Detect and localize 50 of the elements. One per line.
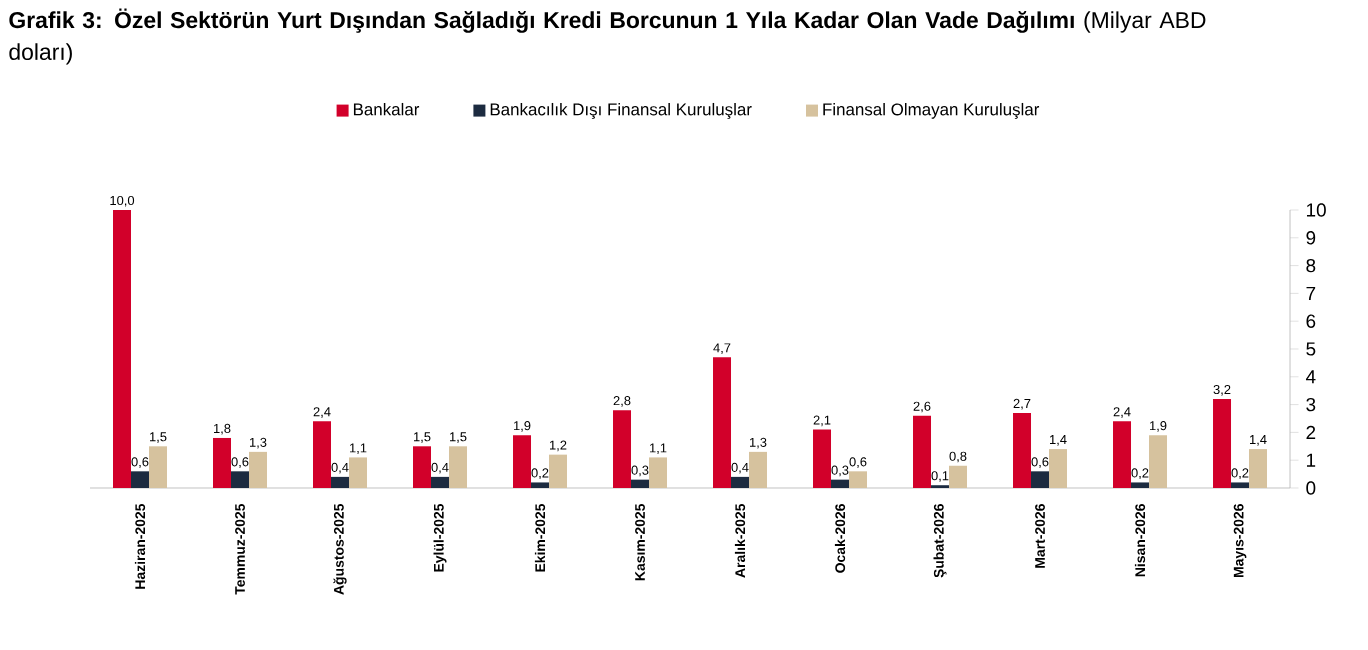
bar — [413, 446, 431, 488]
bar — [431, 476, 449, 488]
y-tick-label: 7 — [1306, 286, 1316, 300]
bar — [549, 454, 568, 488]
bar — [649, 457, 668, 488]
bar — [531, 482, 550, 488]
y-tick-label: 8 — [1306, 258, 1316, 273]
bar — [349, 457, 367, 488]
y-tick-label: 1 — [1306, 453, 1316, 467]
bar — [1131, 482, 1150, 488]
bar — [1231, 482, 1250, 488]
bar — [249, 451, 267, 488]
bar — [131, 471, 149, 488]
bar — [513, 435, 532, 488]
y-tick-label: 3 — [1306, 397, 1316, 412]
bar — [313, 421, 331, 488]
y-tick-label: 5 — [1306, 342, 1316, 356]
bar — [731, 476, 750, 488]
y-tick-label: 2 — [1306, 425, 1316, 440]
bar — [1013, 412, 1032, 488]
legend-label: Bankacılık Dışı Finansal Kuruluşlar — [490, 102, 752, 119]
bar — [231, 471, 249, 488]
bar — [949, 465, 968, 488]
bar — [713, 357, 732, 488]
bar — [749, 451, 768, 488]
legend-label: Bankalar — [353, 102, 420, 116]
bar — [831, 479, 850, 488]
bar — [1113, 421, 1132, 488]
bar — [331, 476, 349, 488]
y-tick-label: 4 — [1305, 370, 1316, 384]
y-tick-label: 0 — [1306, 481, 1316, 495]
bar — [1049, 449, 1068, 488]
bar — [849, 471, 868, 488]
bar — [449, 446, 468, 488]
y-tick-label: 6 — [1306, 314, 1316, 328]
bar — [149, 446, 167, 488]
bar — [213, 437, 231, 488]
y-tick-label: 9 — [1306, 231, 1316, 245]
bar — [1213, 399, 1232, 488]
chart-title: Grafik 3: Özel Sektörün Yurt Dışından Sağladığı Kredi Borcunun 1 Yıla Kadar Olan Vade Dağılımı (Milyar ABD doları) — [9, 8, 1206, 65]
bar — [1249, 449, 1268, 488]
y-tick-label: 10 — [1306, 203, 1326, 217]
bar — [631, 479, 650, 488]
bar — [813, 429, 832, 488]
bar — [613, 410, 632, 488]
legend-label: Finansal Olmayan Kuruluşlar — [823, 102, 1040, 119]
bar — [1031, 471, 1050, 488]
bar — [113, 210, 131, 488]
bar — [1149, 435, 1168, 488]
bar — [913, 415, 932, 488]
